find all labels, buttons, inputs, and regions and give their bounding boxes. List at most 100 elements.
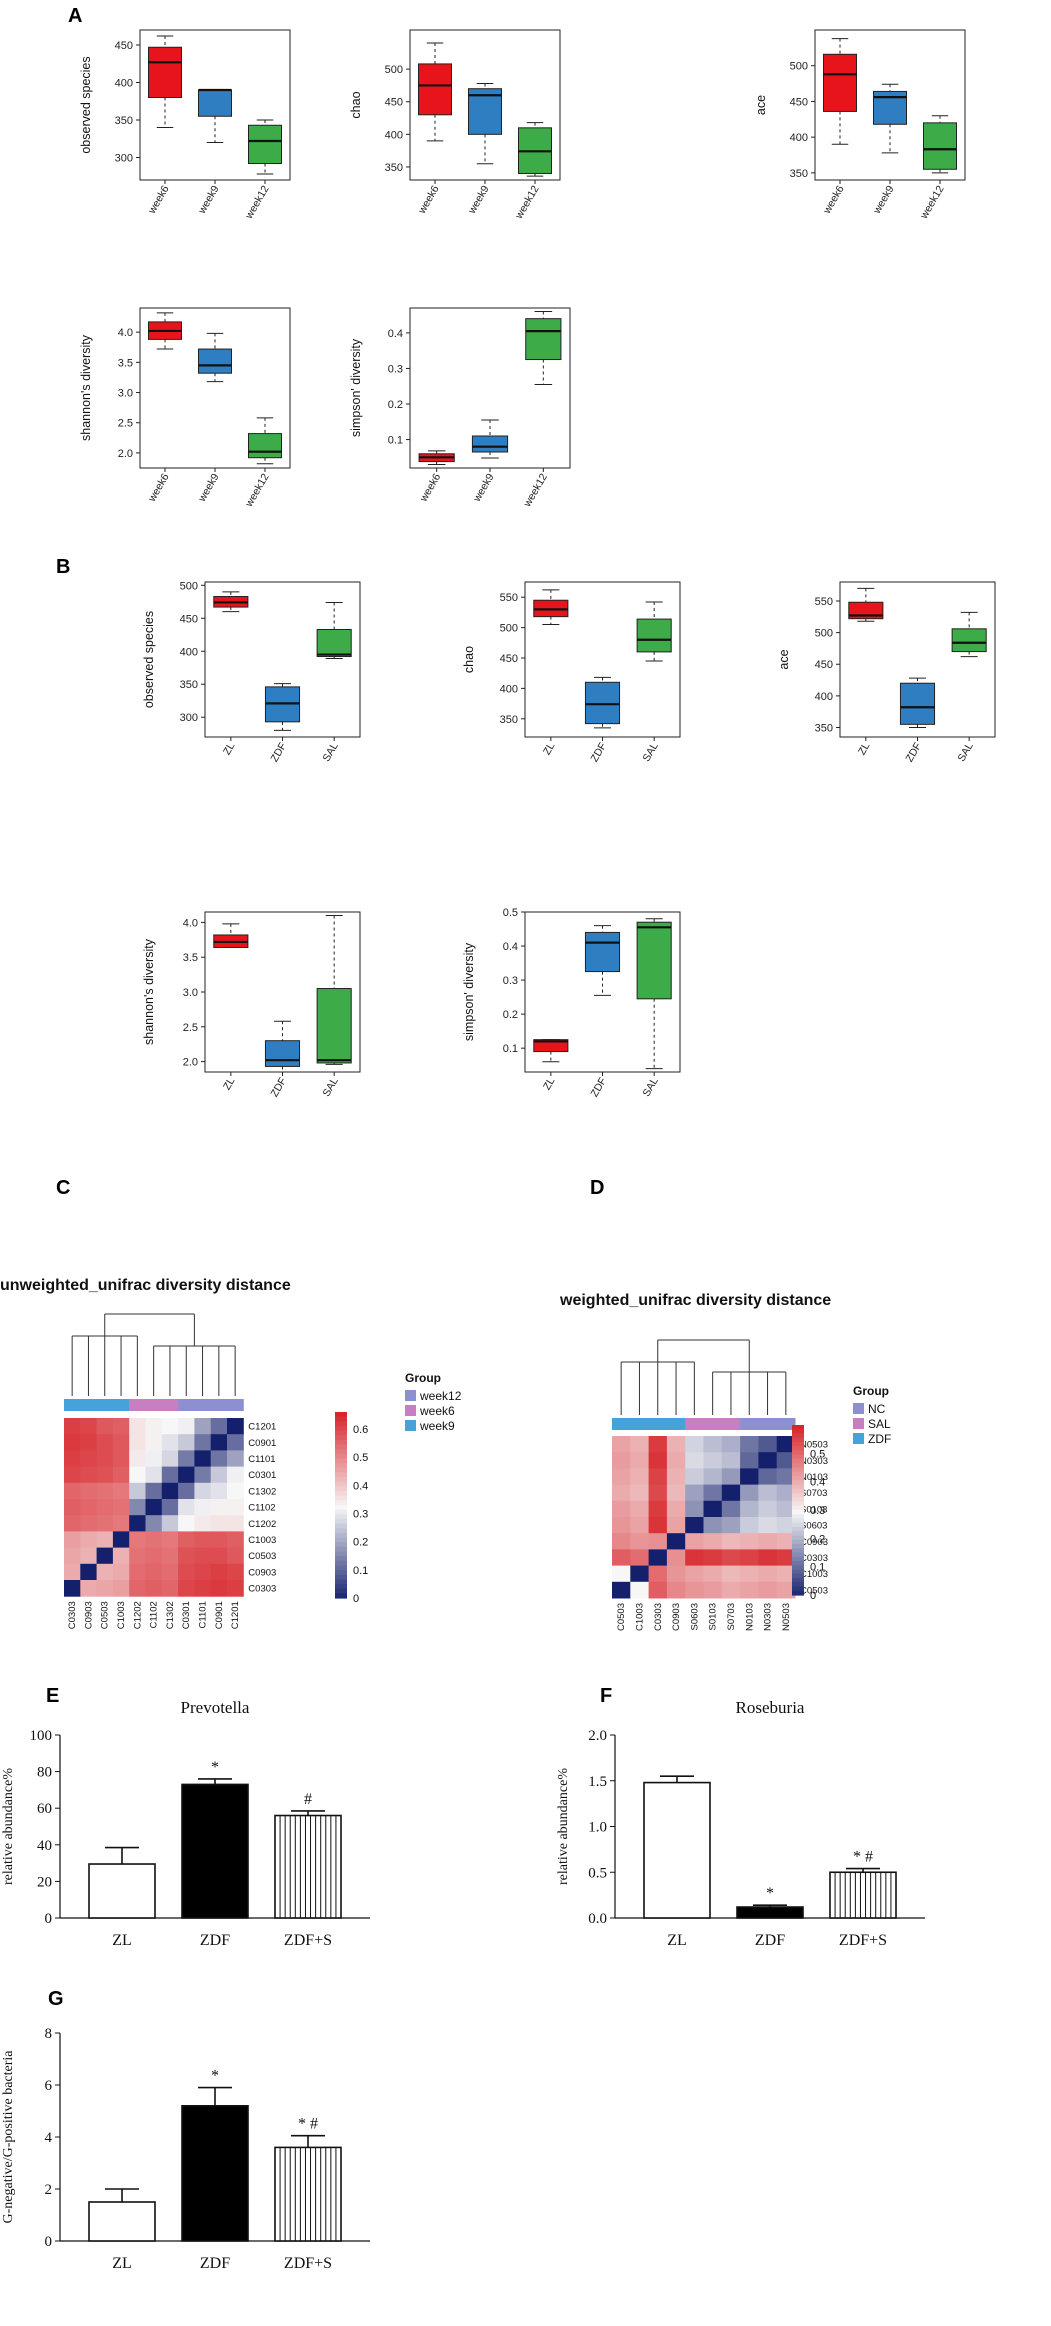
x-tick-label: ZDF bbox=[200, 2255, 230, 2272]
heatmap-cell bbox=[64, 1531, 81, 1549]
heatmap-cell bbox=[648, 1468, 668, 1486]
colorbar-segment bbox=[792, 1565, 804, 1571]
colorbar-segment bbox=[335, 1579, 347, 1585]
heatmap-cell bbox=[161, 1418, 179, 1435]
heatmap-cell bbox=[194, 1515, 212, 1532]
heatmap-cell bbox=[161, 1434, 179, 1451]
heatmap-cell bbox=[194, 1434, 212, 1451]
heatmap-cell bbox=[721, 1468, 741, 1486]
box-sal bbox=[636, 918, 672, 1070]
box-iqr bbox=[525, 318, 562, 361]
colorbar-segment bbox=[792, 1527, 804, 1532]
heatmap-cell bbox=[612, 1533, 631, 1550]
heatmap-cell bbox=[145, 1418, 163, 1435]
heatmap-cell bbox=[612, 1500, 631, 1518]
y-axis-label: ace bbox=[754, 95, 768, 115]
y-tick-label: 500 bbox=[180, 580, 198, 592]
heatmap-cell bbox=[758, 1436, 778, 1453]
legend-swatch bbox=[853, 1403, 864, 1414]
box-iqr bbox=[198, 89, 232, 117]
heatmap-cell bbox=[129, 1434, 146, 1451]
y-tick-label: 350 bbox=[790, 168, 808, 180]
x-tick-label: week9 bbox=[471, 471, 497, 504]
x-tick-label: SAL bbox=[320, 1075, 340, 1098]
y-tick-label: 0.1 bbox=[503, 1043, 518, 1055]
y-axis-label: shannon's diversity bbox=[79, 334, 93, 441]
heatmap-cell bbox=[612, 1565, 631, 1583]
heatmap-cell bbox=[129, 1418, 146, 1435]
y-tick-label: 0.2 bbox=[388, 399, 403, 411]
x-tick-label: ZDF bbox=[268, 1076, 289, 1100]
chart-d: weighted_unifrac diversity distance N0503… bbox=[559, 1292, 891, 1631]
colorbar-segment bbox=[792, 1484, 804, 1490]
colorbar-segment bbox=[792, 1437, 804, 1443]
colorbar-segment bbox=[792, 1518, 804, 1524]
heatmap-cell bbox=[64, 1499, 81, 1516]
heatmap-cell bbox=[758, 1452, 778, 1469]
heatmap-cell bbox=[96, 1466, 114, 1484]
colorbar-tick-label: 0.2 bbox=[353, 1537, 368, 1549]
y-tick-label: 0.2 bbox=[503, 1009, 518, 1021]
legend-title: Group bbox=[405, 1371, 441, 1385]
y-tick-label: 550 bbox=[500, 592, 518, 604]
heatmap-cell bbox=[703, 1549, 723, 1567]
y-tick-label: 450 bbox=[115, 40, 133, 52]
colorbar-tick-label: 0.6 bbox=[353, 1424, 368, 1436]
x-tick-label: ZDF+S bbox=[284, 2255, 332, 2272]
y-axis-label: ace bbox=[777, 649, 791, 669]
heatmap-cell bbox=[80, 1563, 98, 1581]
box-zl bbox=[848, 587, 884, 622]
y-tick-label: 500 bbox=[500, 623, 518, 635]
heatmap-cell bbox=[210, 1563, 228, 1581]
y-axis-label: simpson' diversity bbox=[462, 942, 476, 1041]
heatmap-cell bbox=[721, 1549, 741, 1567]
heatmap-cell bbox=[758, 1581, 778, 1599]
heatmap-cell bbox=[210, 1450, 228, 1468]
x-tick-label: ZDF+S bbox=[284, 1932, 332, 1949]
significance-mark: * bbox=[766, 1885, 774, 1902]
y-tick-label: 350 bbox=[500, 714, 518, 726]
box-week12 bbox=[525, 311, 562, 385]
box-week6 bbox=[148, 312, 182, 350]
group-bar-cell bbox=[776, 1418, 796, 1430]
box-iqr bbox=[418, 63, 452, 116]
heatmap-cell bbox=[721, 1436, 741, 1453]
legend-label: ZDF bbox=[868, 1432, 891, 1446]
colorbar-segment bbox=[335, 1416, 347, 1422]
bar bbox=[181, 2105, 249, 2242]
row-label: C1302 bbox=[248, 1486, 276, 1497]
heatmap-cell bbox=[178, 1563, 195, 1581]
y-tick-label: 3.0 bbox=[118, 388, 133, 400]
chart-a3: 350 400 450 500 ace week6 week9 week12 bbox=[754, 29, 966, 222]
heatmap-cell bbox=[129, 1580, 146, 1597]
heatmap-cell bbox=[80, 1466, 98, 1484]
column-label: N0103 bbox=[744, 1603, 755, 1631]
heatmap-cell bbox=[703, 1452, 723, 1469]
heatmap-cell bbox=[740, 1565, 759, 1583]
colorbar-segment bbox=[335, 1439, 347, 1446]
legend-label: week6 bbox=[419, 1404, 455, 1418]
heatmap-cell bbox=[630, 1500, 650, 1518]
colorbar-segment bbox=[792, 1476, 804, 1481]
colorbar-segment bbox=[792, 1548, 804, 1554]
heatmap-cell bbox=[776, 1436, 796, 1453]
row-label: C0503 bbox=[248, 1551, 276, 1562]
heatmap-cell bbox=[96, 1547, 114, 1565]
y-tick-label: 0.0 bbox=[588, 1911, 607, 1927]
box-iqr bbox=[636, 618, 672, 653]
x-tick-label: ZDF bbox=[903, 741, 924, 765]
chart-b2: 350 400 450 500 550 chao ZL ZDF SAL bbox=[462, 581, 681, 764]
x-tick-label: ZL bbox=[541, 740, 558, 757]
colorbar-segment bbox=[335, 1453, 347, 1460]
heatmap-cell bbox=[129, 1450, 146, 1468]
heatmap-cell bbox=[740, 1500, 759, 1518]
row-label: C0901 bbox=[248, 1438, 276, 1449]
heatmap-cell bbox=[666, 1549, 686, 1567]
colorbar-segment bbox=[792, 1454, 804, 1460]
heatmap-cell bbox=[178, 1450, 195, 1468]
heatmap-cell bbox=[703, 1517, 723, 1534]
x-tick-label: week6 bbox=[146, 471, 172, 504]
y-tick-label: 3.5 bbox=[118, 357, 133, 369]
heatmap-cell bbox=[96, 1531, 114, 1549]
